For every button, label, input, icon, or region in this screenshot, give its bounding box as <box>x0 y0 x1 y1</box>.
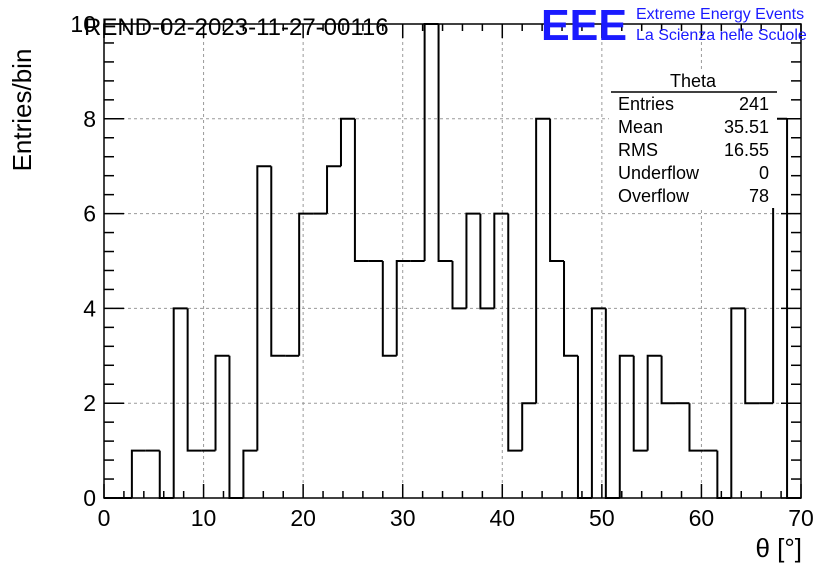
stats-row-label: RMS <box>618 140 658 160</box>
axis-ticks <box>103 23 802 499</box>
histogram-bin <box>563 261 578 357</box>
histogram-bin <box>507 213 523 452</box>
y-tick-label: 10 <box>70 11 96 37</box>
histogram-bin <box>493 212 509 309</box>
histogram-bin <box>228 355 244 499</box>
stats-row-value: 35.51 <box>724 117 769 137</box>
y-tick-label: 6 <box>83 201 96 227</box>
x-tick-label: 10 <box>191 505 217 531</box>
histogram-bin <box>465 212 481 309</box>
histogram-bin <box>521 402 537 451</box>
stats-box: Theta Entries 241 Mean 35.51 RMS 16.55 Underfl… <box>609 71 777 208</box>
histogram-bin <box>576 355 592 499</box>
stats-row-value: 16.55 <box>724 140 769 160</box>
histogram-bin <box>618 354 634 498</box>
histogram-bin <box>381 261 397 357</box>
histogram-bin <box>242 449 258 498</box>
x-tick-label: 70 <box>788 505 814 531</box>
y-tick-label: 2 <box>83 390 96 416</box>
histogram-bin <box>298 212 314 356</box>
histogram-bin <box>451 261 467 310</box>
x-axis-label: θ [°] <box>755 533 802 563</box>
y-tick-label: 8 <box>83 106 96 132</box>
histogram-bin <box>716 450 732 499</box>
x-tick-label: 50 <box>589 505 615 531</box>
stats-title: Theta <box>670 71 717 91</box>
run-title: REND-02-2023-11-27-00116 <box>84 14 389 41</box>
stats-row-value: 0 <box>759 163 769 183</box>
x-tick-label: 20 <box>290 505 316 531</box>
histogram-bin <box>604 308 620 499</box>
histogram-bin <box>590 307 606 498</box>
stats-row-value: 241 <box>739 94 769 114</box>
plot-frame <box>103 23 802 499</box>
stats-row-label: Mean <box>618 117 663 137</box>
eee-logo: EEE <box>541 1 627 50</box>
histogram-bin <box>744 308 760 405</box>
histogram-bin <box>646 354 662 451</box>
x-tick-label: 0 <box>98 505 111 531</box>
histogram-bin <box>353 118 369 262</box>
histogram-bin <box>172 307 188 498</box>
histogram-bin <box>214 354 230 451</box>
x-tick-labels: 0 10 20 30 40 50 60 70 <box>98 505 814 531</box>
histogram-bin <box>270 166 286 357</box>
y-axis-label: Entries/bin <box>7 49 37 172</box>
org-line-1: Extreme Energy Events <box>636 6 804 23</box>
stats-row-label: Entries <box>618 94 674 114</box>
y-tick-labels: 0 2 4 6 8 10 <box>70 11 96 511</box>
stats-rows: Entries 241 Mean 35.51 RMS 16.55 Underflow 0 Ove… <box>618 94 769 206</box>
histogram-bin <box>186 308 202 452</box>
histogram-bin <box>730 307 746 498</box>
x-tick-label: 40 <box>489 505 515 531</box>
stats-row-value: 78 <box>749 186 769 206</box>
y-tick-label: 4 <box>83 295 96 321</box>
histogram-bin <box>632 355 648 452</box>
histogram-bin <box>479 213 495 310</box>
histogram-bin <box>326 165 341 214</box>
histogram-bin <box>395 260 411 356</box>
histogram-bin <box>660 355 676 405</box>
histogram-bin <box>688 403 704 452</box>
histogram-bin <box>130 449 146 498</box>
histogram-bin <box>339 117 355 167</box>
y-tick-label: 0 <box>83 485 96 511</box>
stats-row-label: Underflow <box>618 163 700 183</box>
x-tick-label: 60 <box>689 505 715 531</box>
histogram-bin <box>158 450 174 499</box>
org-line-2: La Scienza nelle Scuole <box>636 27 807 44</box>
histogram-bin <box>535 117 551 404</box>
x-tick-label: 30 <box>390 505 416 531</box>
stats-row-label: Overflow <box>618 186 690 206</box>
histogram-bin <box>437 24 453 262</box>
histogram-bin <box>549 118 565 262</box>
histogram-bin <box>256 165 272 451</box>
histogram-series <box>104 23 801 499</box>
histogram-bin <box>423 23 439 261</box>
stats-box-bg <box>609 72 777 208</box>
